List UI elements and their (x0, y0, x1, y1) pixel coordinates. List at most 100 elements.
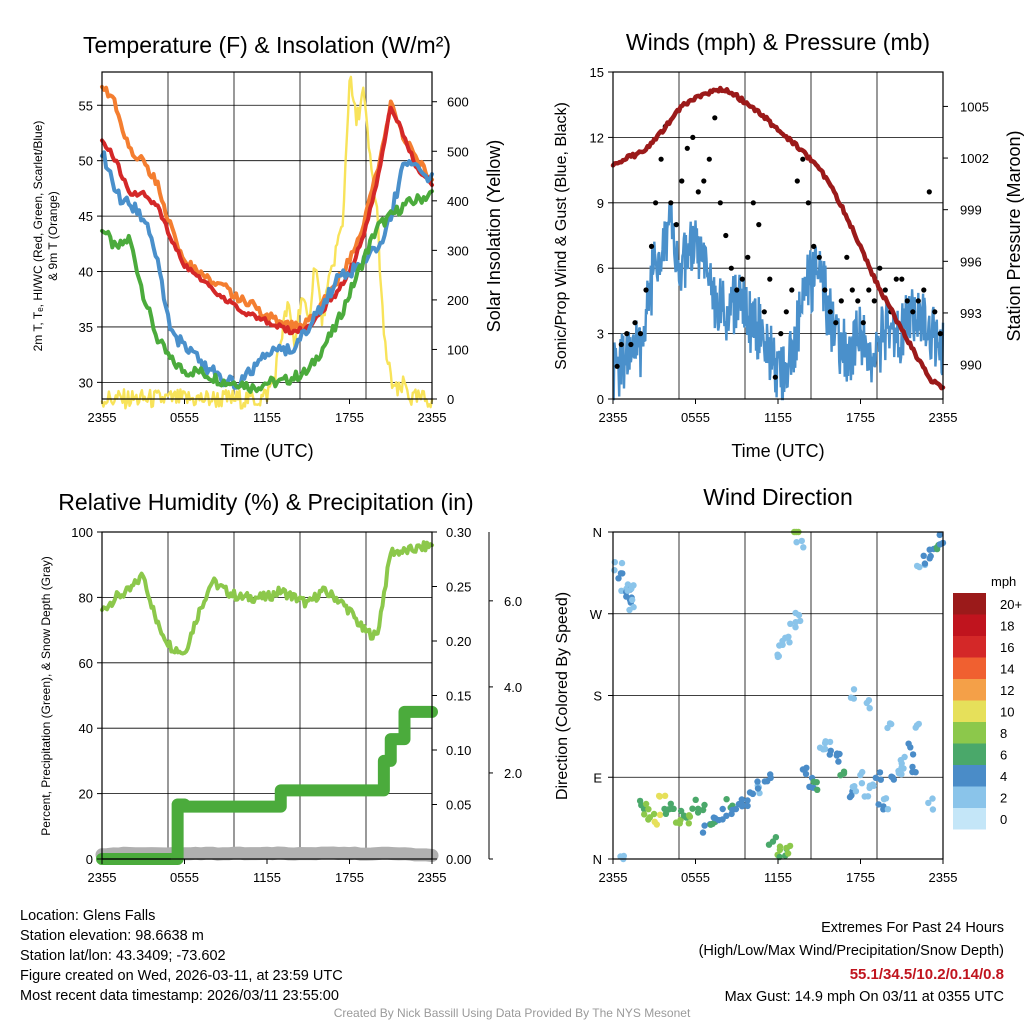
snow-depth-tick-label: 4.0 (504, 680, 522, 695)
pressure-series-line (610, 85, 946, 391)
direction-point (802, 770, 810, 778)
direction-xtick-label: 2355 (929, 870, 958, 885)
speed-legend-label: 18 (1000, 619, 1014, 634)
insolation-ytick-label: 600 (447, 95, 469, 110)
wind-gust-point (668, 200, 674, 206)
direction-point (880, 806, 887, 813)
direction-point (847, 694, 855, 701)
pressure-ylabel: Station Pressure (Maroon) (1004, 130, 1024, 341)
speed-legend-label: 10 (1000, 705, 1014, 720)
direction-point (641, 811, 648, 818)
direction-point (744, 797, 751, 804)
insolation-ytick-label: 300 (447, 243, 469, 258)
speed-legend-swatch (953, 743, 986, 765)
direction-point (912, 769, 919, 776)
wind-gust-point (712, 115, 718, 121)
direction-point (774, 651, 781, 658)
direction-point (877, 776, 884, 783)
direction-point (792, 624, 799, 631)
direction-ytick-label: W (590, 607, 603, 622)
wind-gust-point (915, 298, 921, 304)
humidity-xtick-label: 1155 (253, 870, 281, 885)
insolation-ytick-label: 400 (447, 194, 469, 209)
direction-point (866, 705, 873, 712)
humidity-ytick-label: 60 (79, 656, 93, 671)
direction-point (833, 752, 840, 759)
temperature-ytick-label: 45 (79, 209, 93, 224)
speed-legend: mph 20+ 18 16 14 12 10 8 6 4 2 0 (953, 574, 1022, 830)
direction-point (901, 753, 908, 761)
speed-legend-swatch (953, 657, 986, 679)
direction-point (779, 641, 786, 648)
direction-point (723, 796, 730, 803)
wind-gust-point (904, 298, 910, 304)
direction-point (744, 802, 751, 810)
precip-ytick-label: 0.30 (446, 525, 471, 540)
direction-point (799, 766, 807, 773)
direction-point (723, 812, 730, 819)
direction-point (667, 800, 674, 807)
insolation-ytick-label: 100 (447, 342, 469, 357)
speed-legend-label: 6 (1000, 748, 1007, 763)
pressure-ytick-label: 1002 (960, 151, 989, 166)
direction-point (787, 620, 794, 627)
created-text: Figure created on Wed, 2026-03-11, at 23… (20, 968, 343, 984)
direction-point (798, 537, 805, 545)
direction-point (738, 796, 745, 803)
humidity-ytick-label: 100 (71, 525, 93, 540)
direction-title: Wind Direction (703, 484, 853, 510)
temperature-ylabel-line1: 2m T, Tₑ, HI/WC (Red, Green, Scarlet/Blu… (31, 121, 45, 352)
location-text: Location: Glens Falls (20, 908, 156, 924)
direction-point (927, 552, 934, 560)
wind-gust-point (618, 341, 624, 348)
winds-ytick-label: 3 (597, 327, 604, 342)
wind-gust-point (679, 178, 685, 184)
wind-gust-point (816, 254, 822, 260)
wind-gust-point (723, 232, 729, 239)
direction-point (618, 559, 626, 567)
direction-point (642, 800, 650, 808)
wind-gust-point (673, 222, 679, 228)
precip-ytick-label: 0.05 (446, 798, 471, 813)
wind-gust-point (910, 309, 916, 315)
humidity-panel: Relative Humidity (%) & Precipitation (i… (39, 489, 522, 885)
recent-data-text: Most recent data timestamp: 2026/03/11 2… (20, 988, 339, 1004)
winds-xlabel: Time (UTC) (731, 441, 824, 461)
direction-point (835, 758, 842, 765)
direction-point (814, 786, 821, 793)
wind-gust-point (728, 265, 734, 271)
pressure-ytick-label: 999 (960, 203, 982, 218)
direction-point (670, 805, 677, 812)
direction-point (913, 562, 921, 570)
direction-point (840, 768, 848, 775)
direction-point (797, 617, 804, 625)
relative-humidity-series-line (100, 540, 434, 656)
direction-point (783, 844, 790, 852)
temperature-series-blue (100, 150, 434, 390)
direction-point (929, 795, 936, 802)
wind-gust-point (648, 243, 655, 249)
wind-gust-point (750, 200, 756, 206)
direction-point (636, 797, 644, 805)
wind-gust-point (628, 341, 634, 348)
temperature-ytick-label: 35 (79, 320, 93, 335)
direction-ytick-label: E (593, 770, 602, 785)
direction-point (655, 792, 663, 800)
speed-legend-title: mph (991, 574, 1016, 589)
speed-legend-swatch (953, 765, 986, 787)
wind-gust-point (783, 309, 789, 315)
direction-point (872, 774, 879, 781)
wind-gust-point (871, 298, 877, 304)
insolation-ytick-label: 0 (447, 392, 454, 407)
direction-point (764, 778, 771, 785)
winds-ytick-label: 12 (590, 130, 604, 145)
wind-gust-point (739, 276, 745, 282)
winds-xtick-label: 1155 (764, 410, 792, 425)
wind-gust-point (637, 331, 644, 337)
direction-point (694, 809, 702, 816)
temperature-xtick-label: 1755 (335, 410, 364, 425)
temperature-ytick-label: 55 (79, 98, 93, 113)
wind-gust-point (772, 374, 778, 380)
pressure-ytick-label: 993 (960, 306, 982, 321)
direction-point (689, 805, 696, 812)
